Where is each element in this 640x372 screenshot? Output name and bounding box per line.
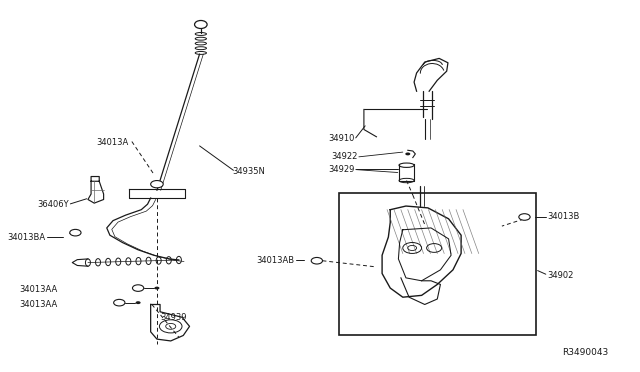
Text: 34939: 34939 <box>160 313 187 322</box>
Circle shape <box>311 257 323 264</box>
Text: 36406Y: 36406Y <box>38 200 69 209</box>
Text: 34929: 34929 <box>328 165 355 174</box>
Bar <box>339 193 536 336</box>
Circle shape <box>154 286 159 289</box>
Circle shape <box>519 214 530 220</box>
Text: 34013AA: 34013AA <box>20 285 58 294</box>
Text: R3490043: R3490043 <box>563 348 609 357</box>
Text: 34922: 34922 <box>332 153 358 161</box>
Circle shape <box>132 285 144 291</box>
Circle shape <box>405 153 410 155</box>
Text: 34013BA: 34013BA <box>7 232 45 241</box>
Circle shape <box>150 180 163 188</box>
Text: 34013B: 34013B <box>547 212 579 221</box>
Text: 34902: 34902 <box>547 271 573 280</box>
Circle shape <box>136 301 141 304</box>
Circle shape <box>114 299 125 306</box>
Text: 34013AB: 34013AB <box>257 256 295 265</box>
Text: 34910: 34910 <box>328 134 355 143</box>
Text: 34013A: 34013A <box>97 138 129 147</box>
Text: 34013AA: 34013AA <box>20 300 58 309</box>
Text: 34935N: 34935N <box>232 167 265 176</box>
Circle shape <box>70 230 81 236</box>
